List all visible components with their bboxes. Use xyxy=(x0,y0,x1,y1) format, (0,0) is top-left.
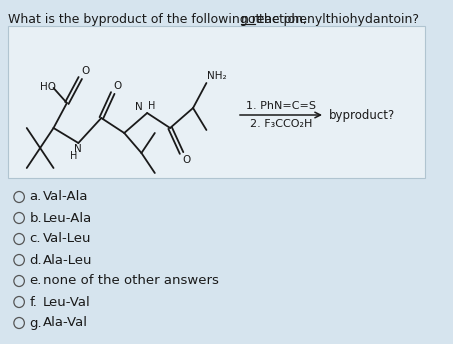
Text: O: O xyxy=(183,155,191,165)
Text: H: H xyxy=(70,151,77,161)
Text: byproduct?: byproduct? xyxy=(329,108,395,121)
FancyBboxPatch shape xyxy=(8,26,425,178)
Text: N: N xyxy=(73,144,81,154)
Text: e.: e. xyxy=(29,275,42,288)
Text: none of the other answers: none of the other answers xyxy=(43,275,219,288)
Text: g.: g. xyxy=(29,316,42,330)
Text: b.: b. xyxy=(29,212,42,225)
Text: O: O xyxy=(114,81,122,91)
Text: Val-Ala: Val-Ala xyxy=(43,191,88,204)
Text: Val-Leu: Val-Leu xyxy=(43,233,92,246)
Text: the phenylthiohydantoin?: the phenylthiohydantoin? xyxy=(255,13,419,26)
Text: f.: f. xyxy=(29,295,38,309)
Text: not: not xyxy=(241,13,261,26)
Text: a.: a. xyxy=(29,191,42,204)
Text: c.: c. xyxy=(29,233,41,246)
Text: Ala-Val: Ala-Val xyxy=(43,316,88,330)
Text: H: H xyxy=(148,101,155,111)
Text: Leu-Val: Leu-Val xyxy=(43,295,91,309)
Text: O: O xyxy=(81,66,90,76)
Text: What is the byproduct of the following reaction,: What is the byproduct of the following r… xyxy=(8,13,311,26)
Text: Ala-Leu: Ala-Leu xyxy=(43,254,92,267)
Text: NH₂: NH₂ xyxy=(207,71,227,81)
Text: HO: HO xyxy=(40,82,56,92)
Text: 2. F₃CCO₂H: 2. F₃CCO₂H xyxy=(250,119,312,129)
Text: 1. PhN=C=S: 1. PhN=C=S xyxy=(246,101,316,111)
Text: N: N xyxy=(135,102,142,112)
Text: Leu-Ala: Leu-Ala xyxy=(43,212,92,225)
Text: d.: d. xyxy=(29,254,42,267)
